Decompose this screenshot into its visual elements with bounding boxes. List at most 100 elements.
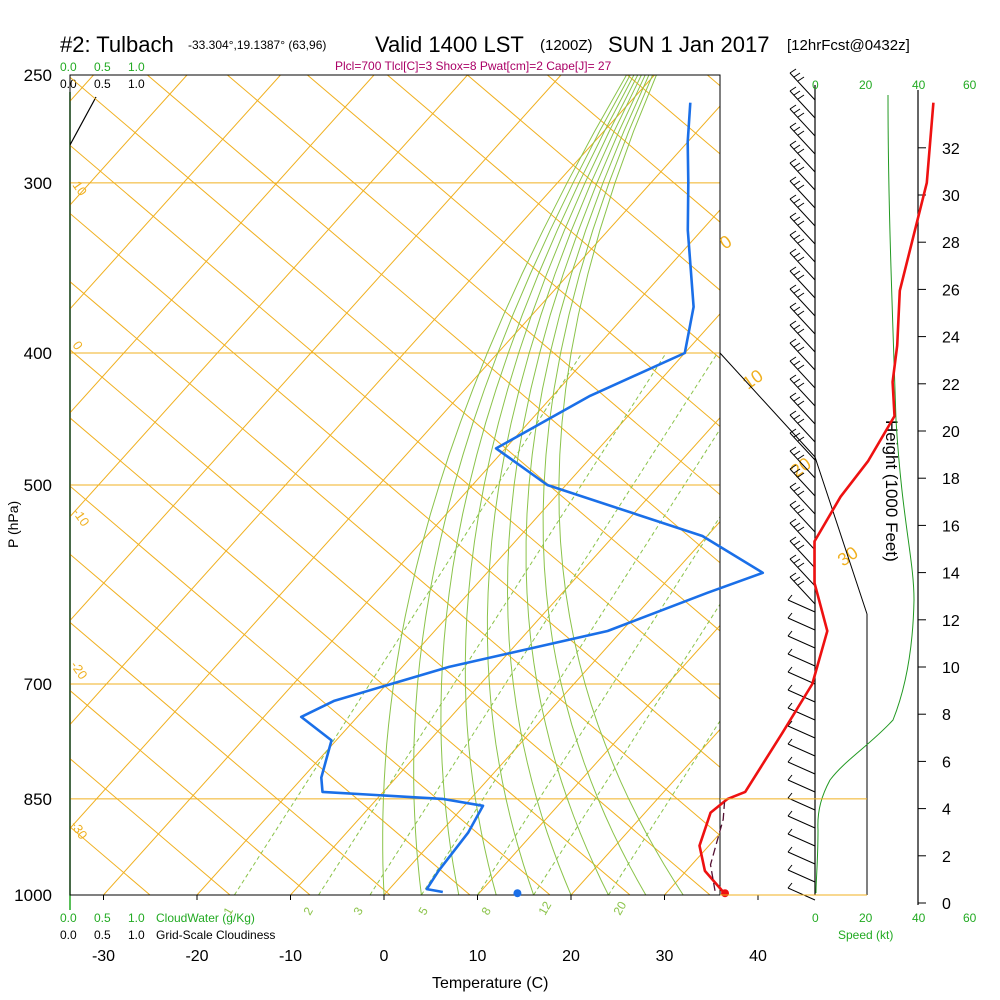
barb-flag bbox=[789, 554, 797, 560]
wind-barb bbox=[787, 864, 816, 883]
height-tick-label: 10 bbox=[942, 660, 960, 677]
wind-barb bbox=[787, 648, 816, 667]
cloud-bottom-green-2: 1.0 bbox=[128, 911, 145, 925]
barb-flag bbox=[793, 360, 801, 366]
cloud-bottom-black-1: 0.5 bbox=[94, 928, 111, 942]
wind-barb bbox=[789, 428, 816, 461]
wind-barb bbox=[789, 176, 816, 209]
barb-flag bbox=[797, 256, 805, 262]
barb-flag bbox=[797, 328, 805, 334]
temperature-surface-marker bbox=[721, 889, 730, 898]
barb-flag bbox=[797, 490, 805, 496]
dry-adiabat-line bbox=[70, 76, 720, 632]
wind-barb bbox=[789, 392, 816, 425]
barb-staff bbox=[787, 797, 816, 811]
barb-flag bbox=[789, 500, 797, 506]
wind-barb bbox=[787, 720, 816, 739]
wind-barb bbox=[787, 612, 816, 631]
mixing-ratio-line bbox=[420, 428, 720, 895]
cloud-top-black-0: 0.0 bbox=[60, 77, 77, 91]
wind-barb bbox=[789, 374, 816, 407]
barb-flag bbox=[797, 346, 805, 352]
speed-bottom-40: 40 bbox=[912, 911, 926, 925]
barb-staff bbox=[789, 576, 816, 605]
barb-flag bbox=[797, 274, 805, 280]
pressure-tick-label: 700 bbox=[24, 675, 52, 694]
barb-flag bbox=[789, 68, 797, 74]
cloud-bottom-black-2: 1.0 bbox=[128, 928, 145, 942]
barb-flag bbox=[789, 176, 797, 182]
dewpoint-surface-marker bbox=[513, 889, 522, 898]
barb-flag bbox=[793, 414, 801, 420]
barb-staff bbox=[789, 378, 816, 407]
y-axis-label: P (hPa) bbox=[5, 501, 21, 548]
barb-flag bbox=[797, 562, 805, 568]
barb-flag bbox=[789, 536, 797, 542]
dry-adiabat-line bbox=[386, 75, 720, 359]
barb-flag bbox=[797, 166, 805, 172]
barb-flag bbox=[787, 594, 793, 601]
dry-adiabat-line bbox=[546, 75, 720, 223]
wind-barb bbox=[789, 536, 816, 569]
barb-flag bbox=[787, 774, 793, 781]
wind-barb bbox=[789, 338, 816, 371]
wind-barb bbox=[789, 284, 816, 317]
barb-flag bbox=[787, 648, 793, 655]
barb-flag bbox=[793, 486, 801, 492]
barb-flag bbox=[789, 86, 797, 92]
barb-flag bbox=[793, 126, 801, 132]
mixing-ratio-line bbox=[533, 603, 720, 895]
barb-staff bbox=[787, 779, 816, 793]
barb-flag bbox=[793, 558, 801, 564]
height-tick-label: 24 bbox=[942, 330, 960, 347]
barb-staff bbox=[787, 725, 816, 739]
barb-flag bbox=[797, 130, 805, 136]
mixing-ratio-line bbox=[369, 352, 718, 895]
barb-flag bbox=[797, 148, 805, 154]
barb-staff bbox=[789, 396, 816, 425]
barb-staff bbox=[787, 851, 816, 865]
temperature-tick-label: -10 bbox=[279, 948, 302, 965]
barb-flag bbox=[797, 364, 805, 370]
wind-barb bbox=[789, 500, 816, 533]
dry-adiabat-line bbox=[70, 144, 720, 700]
height-tick-label: 0 bbox=[942, 896, 951, 913]
isotherm-line bbox=[570, 728, 720, 895]
barb-flag bbox=[793, 252, 801, 258]
barb-flag bbox=[793, 162, 801, 168]
barb-flag bbox=[789, 374, 797, 380]
isotherm-line bbox=[758, 75, 1000, 895]
height-tick-label: 8 bbox=[942, 707, 951, 724]
barb-flag bbox=[787, 828, 793, 835]
barb-flag bbox=[789, 284, 797, 290]
barb-flag bbox=[789, 230, 797, 236]
barb-staff bbox=[789, 342, 816, 371]
barb-flag bbox=[793, 234, 801, 240]
barb-flag bbox=[789, 140, 797, 146]
pressure-tick-label: 850 bbox=[24, 790, 52, 809]
station-title: #2: Tulbach bbox=[60, 32, 174, 57]
barb-flag bbox=[789, 446, 797, 452]
forecast-date: SUN 1 Jan 2017 bbox=[608, 32, 769, 57]
barb-staff bbox=[789, 432, 816, 461]
barb-staff bbox=[789, 450, 816, 479]
dry-adiabat-line bbox=[306, 75, 720, 428]
barb-staff bbox=[789, 162, 816, 191]
pressure-tick-label: 300 bbox=[24, 174, 52, 193]
barb-flag bbox=[797, 382, 805, 388]
temperature-tick-label: 10 bbox=[469, 948, 487, 965]
barb-flag bbox=[789, 410, 797, 416]
sounding-series bbox=[299, 102, 935, 898]
wind-barb bbox=[789, 302, 816, 335]
barb-staff bbox=[787, 599, 816, 613]
barb-flag bbox=[787, 810, 793, 817]
barb-flag bbox=[797, 184, 805, 190]
barb-flag bbox=[793, 450, 801, 456]
dry-adiabat-line bbox=[70, 349, 711, 895]
barb-staff bbox=[789, 108, 816, 137]
mixing-label-6: 20 bbox=[610, 899, 629, 918]
barb-staff bbox=[787, 617, 816, 631]
barb-staff bbox=[789, 234, 816, 263]
barb-flag bbox=[787, 792, 793, 799]
isotherm-line bbox=[70, 75, 281, 310]
